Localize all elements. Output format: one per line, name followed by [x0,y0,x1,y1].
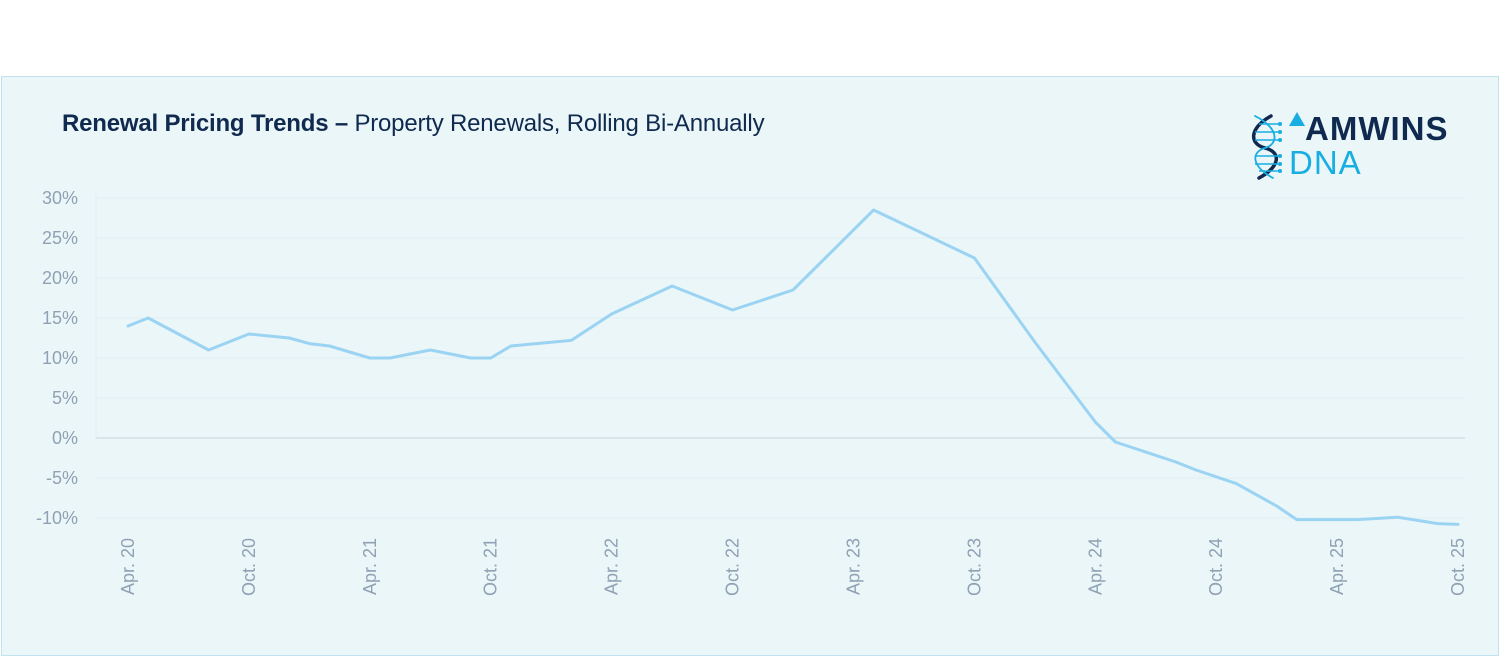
y-tick-label: 30% [42,188,78,208]
y-tick-label: 5% [52,388,78,408]
x-tick-label: Oct. 23 [964,538,984,596]
chart-series [126,208,1460,526]
series-line [126,208,1460,526]
y-tick-label: 10% [42,348,78,368]
chart-title: Renewal Pricing Trends – Property Renewa… [62,110,765,138]
x-tick-label: Apr. 24 [1085,538,1105,595]
x-tick-label: Apr. 22 [602,538,622,595]
y-axis: 30% 25% 20% 15% 10% 5% 0% -5% -10% [36,188,78,528]
x-tick-label: Apr. 25 [1327,538,1347,595]
y-tick-label: 0% [52,428,78,448]
y-tick-label: -10% [36,508,78,528]
x-tick-label: Oct. 21 [481,538,501,596]
x-axis: Apr. 20 Oct. 20 Apr. 21 Oct. 21 Apr. 22 Oct. … [118,538,1468,596]
logo-word-amwins-text: AMWINS [1305,110,1449,147]
chart-grid [95,194,1465,519]
chart-panel [1,76,1499,656]
y-tick-label: 15% [42,308,78,328]
y-tick-label: 20% [42,268,78,288]
triangle-accent-icon [1289,112,1305,126]
x-tick-label: Apr. 20 [118,538,138,595]
y-tick-label: 25% [42,228,78,248]
logo-word-amwins: AMWINS [1305,110,1448,148]
chart-title-bold: Renewal Pricing Trends – [62,110,348,137]
x-tick-label: Oct. 25 [1448,538,1468,596]
x-tick-label: Apr. 21 [360,538,380,595]
amwins-dna-logo: AMWINS DNA [1245,108,1475,182]
x-tick-label: Oct. 20 [239,538,259,596]
dna-helix-icon [1252,114,1282,180]
x-tick-label: Oct. 22 [723,538,743,596]
y-tick-label: -5% [46,468,78,488]
logo-word-dna: DNA [1289,144,1362,181]
x-tick-label: Apr. 23 [843,538,863,595]
chart-title-rest: Property Renewals, Rolling Bi-Annually [354,110,765,137]
x-tick-label: Oct. 24 [1206,538,1226,596]
